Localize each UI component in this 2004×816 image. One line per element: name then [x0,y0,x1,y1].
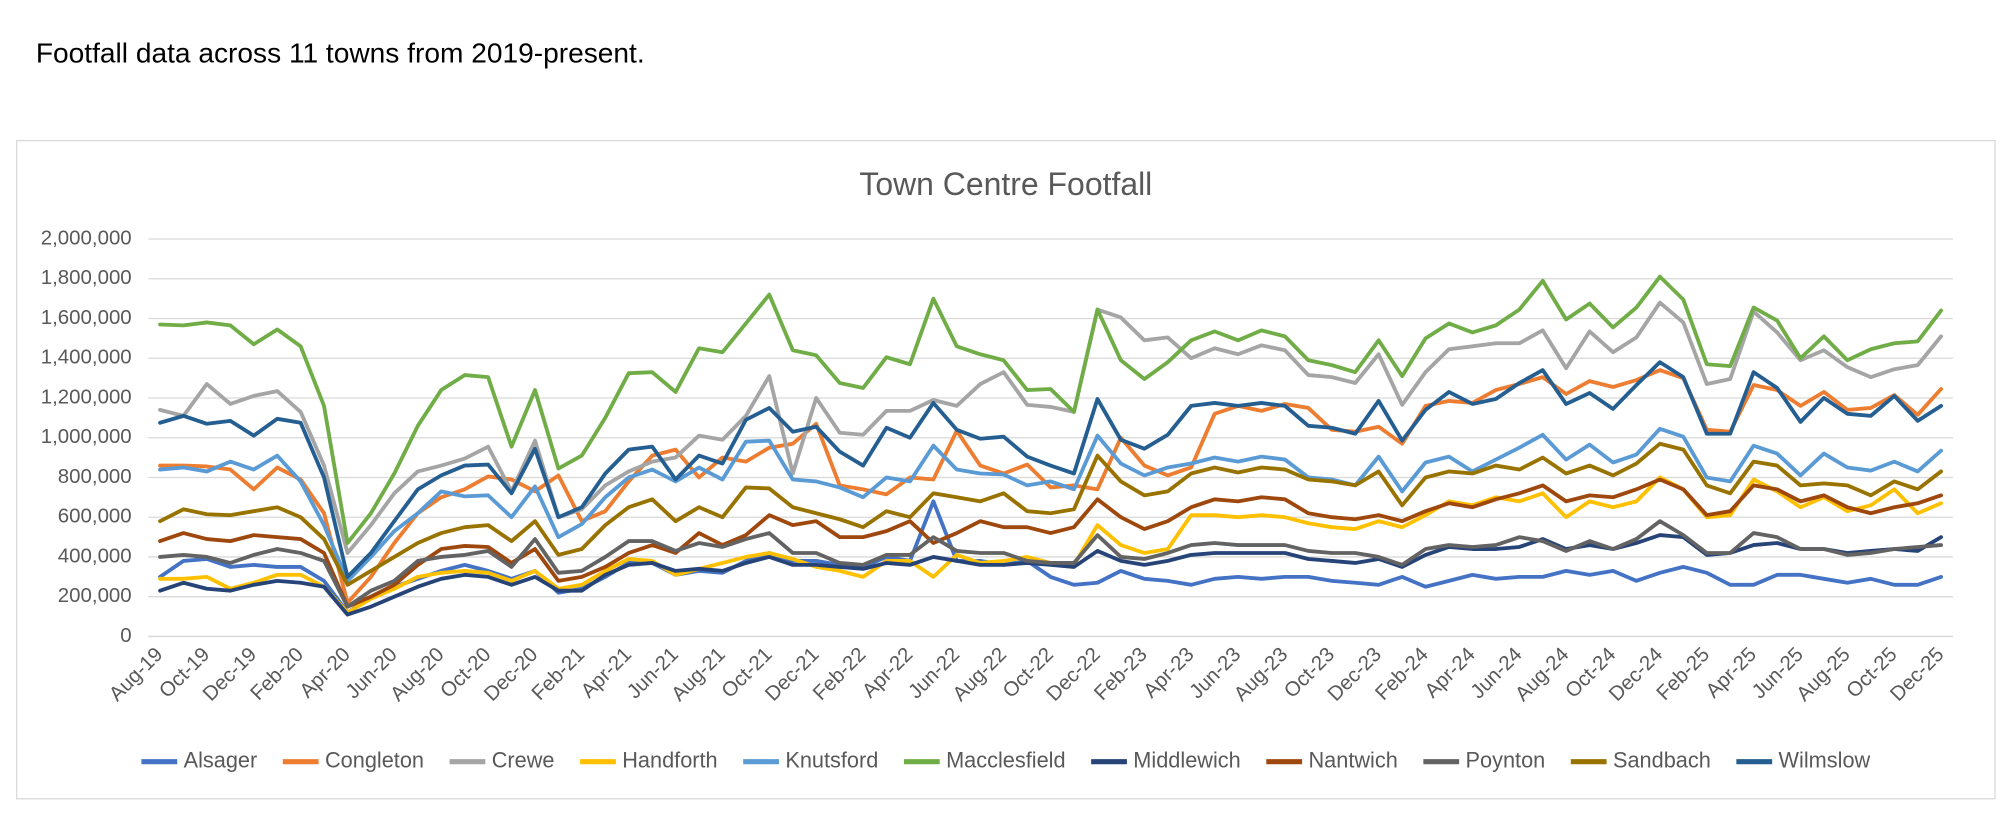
legend-label: Handforth [622,747,717,772]
series-line [158,360,1943,579]
series-line [158,300,1943,555]
legend-label: Knutsford [785,747,878,772]
legend-item: Congleton [282,747,424,772]
legend-label: Crewe [492,747,555,772]
series-line [158,441,1943,587]
legend-label: Macclesfield [946,747,1065,772]
series-line [158,274,1943,545]
chart-title: Town Centre Footfall [859,166,1152,202]
legend-item: Wilmslow [1736,747,1871,772]
legend-item: Nantwich [1266,747,1398,772]
y-tick-label: 200,000 [58,584,132,607]
legend-label: Sandbach [1613,747,1711,772]
y-tick-label: 1,200,000 [41,385,132,408]
legend-item: Middlewich [1091,747,1241,772]
legend-item: Knutsford [743,747,878,772]
y-tick-label: 0 [120,624,131,647]
legend-item: Handforth [580,747,718,772]
legend-item: Poynton [1423,747,1545,772]
y-tick-label: 1,600,000 [41,306,132,329]
chart-area [16,139,1996,800]
legend-label: Wilmslow [1779,747,1871,772]
y-tick-label: 1,800,000 [41,266,132,289]
series-line [158,477,1943,609]
series-line [158,519,1943,609]
y-tick-label: 2,000,000 [41,226,132,249]
legend-item: Macclesfield [903,747,1066,772]
legend-label: Middlewich [1133,747,1240,772]
page-heading: Footfall data across 11 towns from 2019-… [36,37,645,68]
legend-item: Sandbach [1570,747,1711,772]
series-line [158,426,1943,583]
y-tick-label: 1,000,000 [41,425,132,448]
y-tick-label: 800,000 [58,465,132,488]
legend-label: Nantwich [1308,747,1397,772]
legend-label: Poynton [1466,747,1546,772]
legend-item: Alsager [141,747,257,772]
legend-item: Crewe [449,747,555,772]
y-tick-label: 1,400,000 [41,346,132,369]
y-tick-label: 600,000 [58,505,132,528]
series-line [158,499,1943,615]
legend-label: Alsager [184,747,258,772]
legend-label: Congleton [325,747,424,772]
y-tick-label: 400,000 [58,544,132,567]
